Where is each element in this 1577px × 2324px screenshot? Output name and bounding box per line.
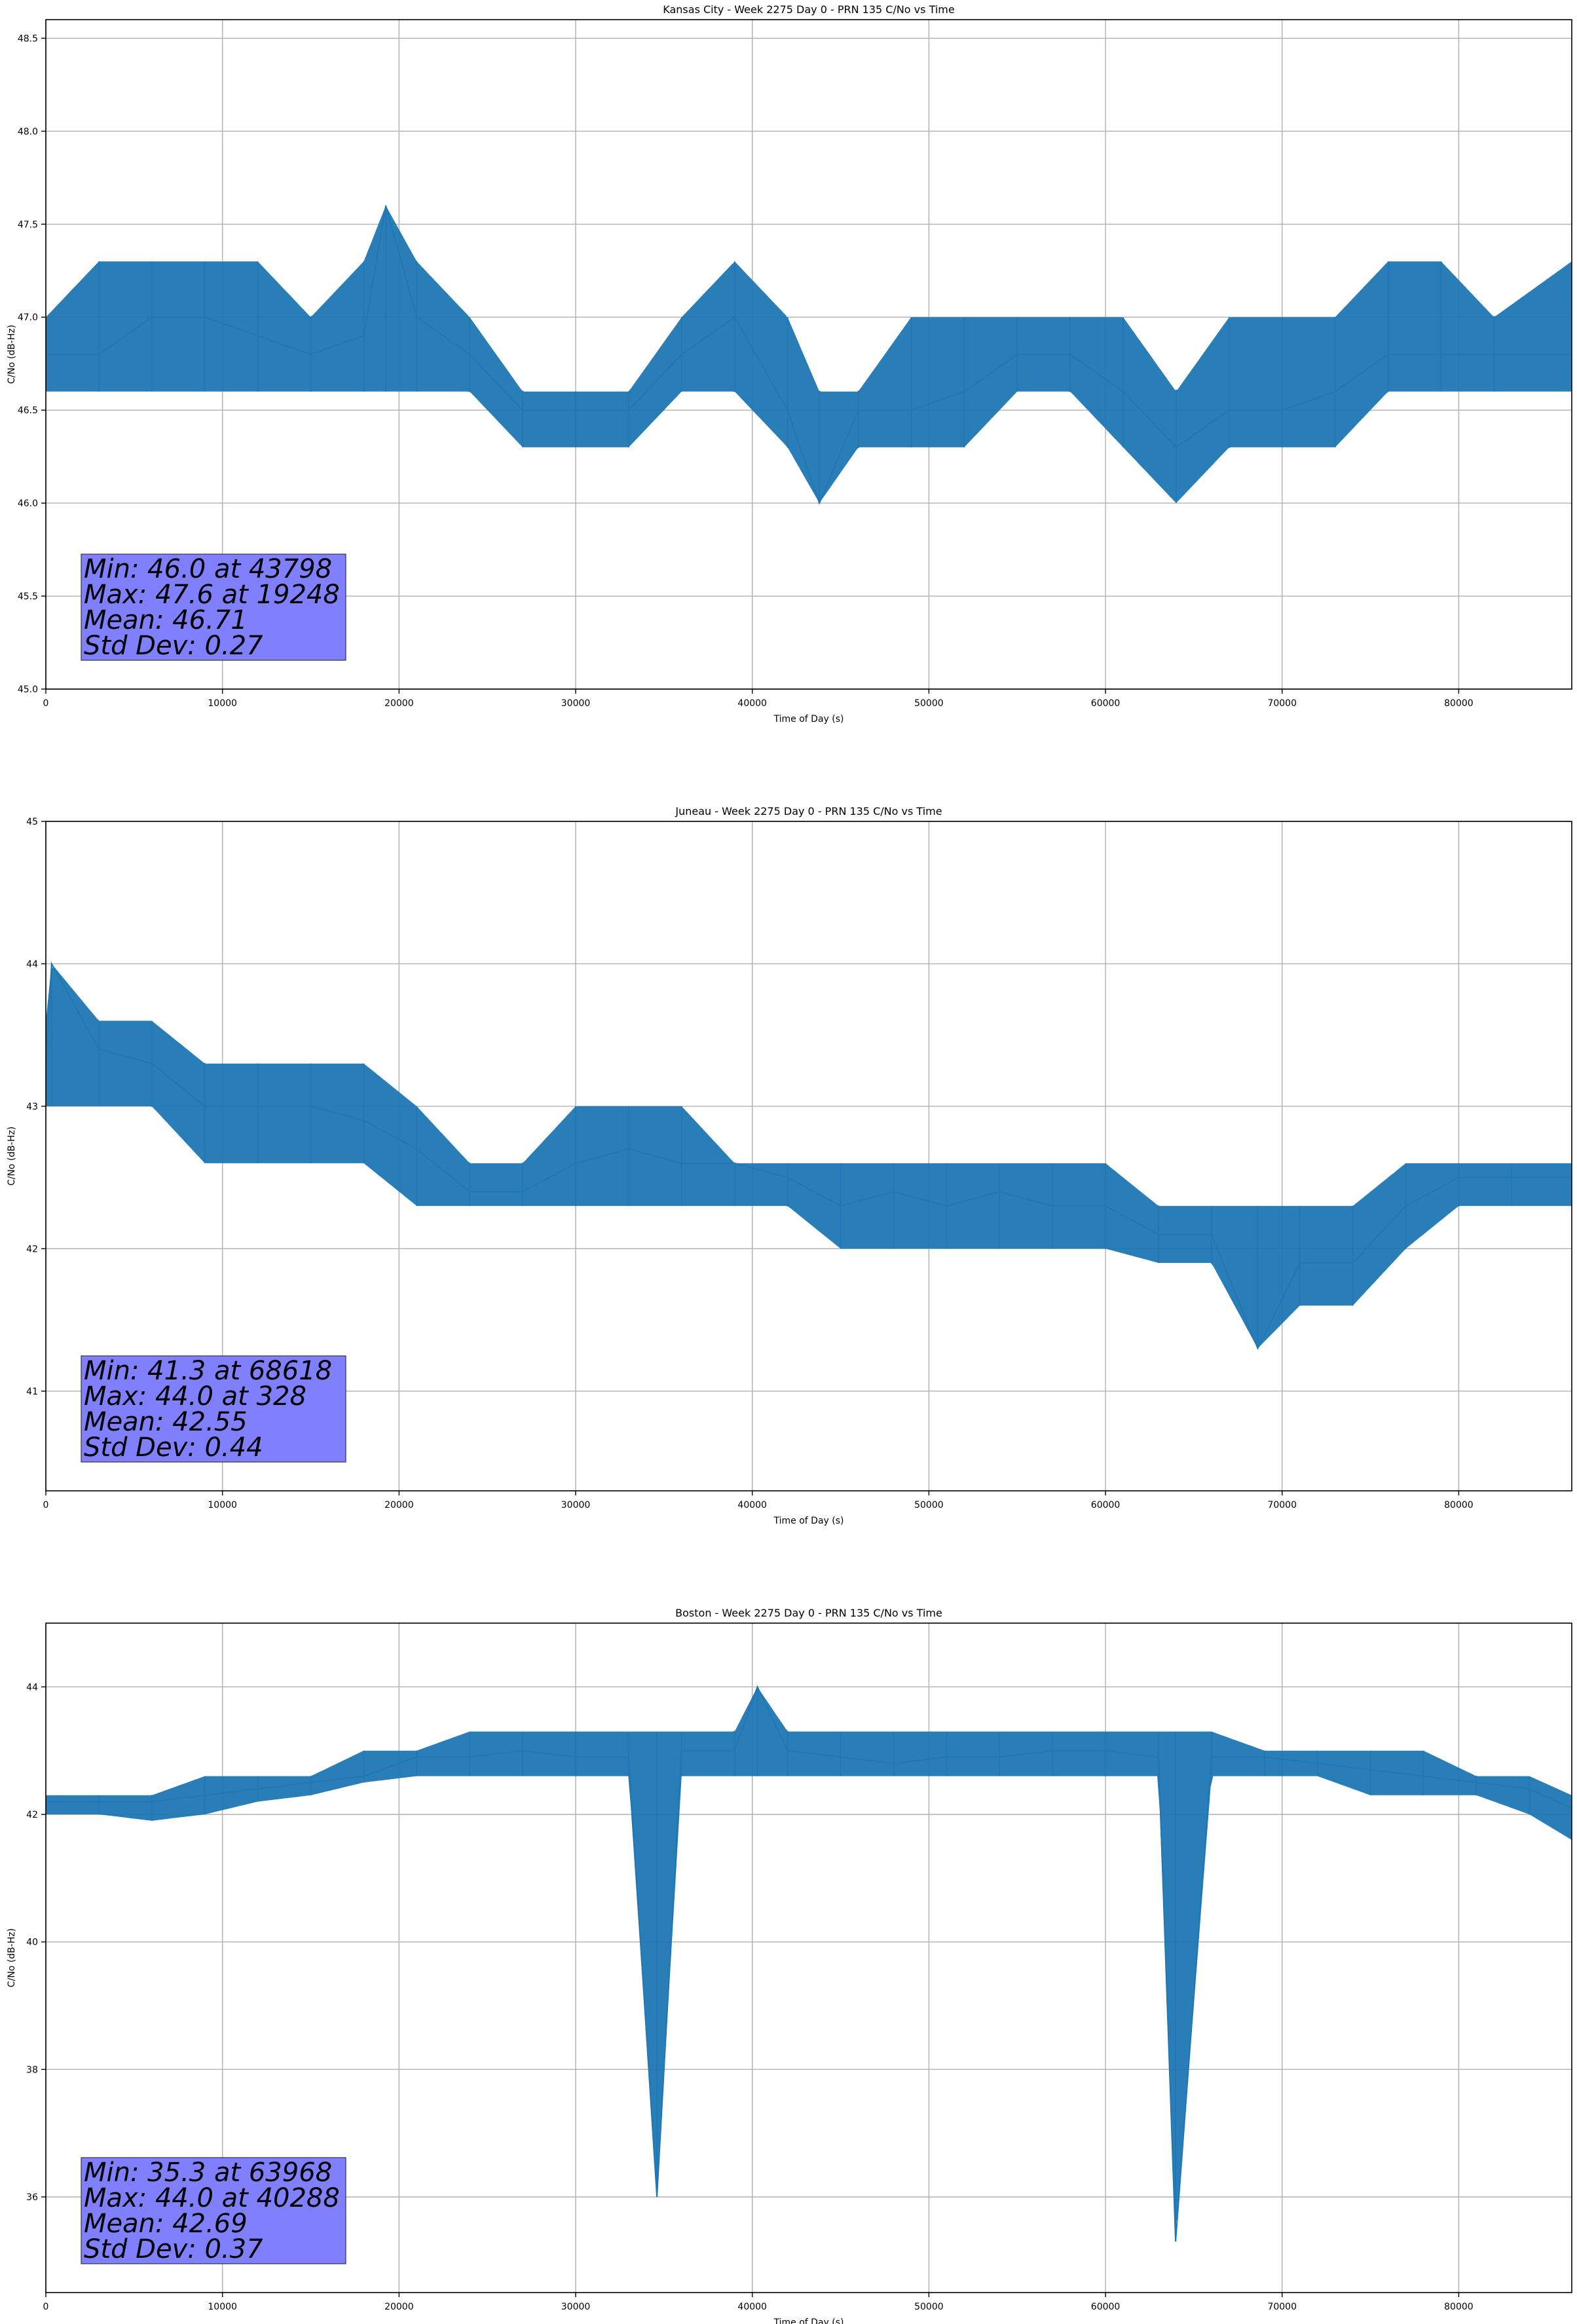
- x-tick-label: 60000: [1091, 1500, 1121, 1510]
- stats-box: [81, 1355, 346, 1463]
- x-tick-label: 80000: [1444, 1500, 1474, 1510]
- x-tick-label: 70000: [1267, 698, 1297, 709]
- x-tick-label: 10000: [208, 698, 237, 709]
- y-tick-label: 47.0: [18, 312, 38, 323]
- stats-line: Min: 41.3 at 68618: [84, 1356, 332, 1386]
- x-axis-label: Time of Day (s): [773, 2317, 844, 2324]
- y-tick-label: 45.5: [18, 591, 38, 602]
- chart-0: 0 10000 20000 30000 40000 50000 60000 70000 8000…: [7, 3, 1572, 724]
- stats-line: Min: 46.0 at 43798: [84, 554, 332, 584]
- chart-1: 0 10000 20000 30000 40000 50000 60000 70000 8000…: [7, 805, 1572, 1526]
- x-axis-label: Time of Day (s): [773, 714, 844, 724]
- y-axis-label: C/No (dB-Hz): [7, 325, 17, 384]
- y-tick-label: 38: [26, 2065, 38, 2075]
- x-tick-label: 50000: [914, 698, 944, 709]
- series-group: [46, 205, 1572, 505]
- x-tick-label: 10000: [208, 1500, 237, 1510]
- chart-title: Juneau - Week 2275 Day 0 - PRN 135 C/No …: [675, 805, 942, 817]
- y-tick-label: 44: [26, 1682, 38, 1693]
- y-tick-label: 44: [26, 959, 38, 969]
- y-tick-label: 48.5: [18, 33, 38, 44]
- stats-line: Min: 35.3 at 63968: [84, 2158, 332, 2188]
- x-tick-label: 60000: [1091, 2302, 1121, 2312]
- y-axis-label: C/No (dB-Hz): [7, 1928, 17, 1987]
- series-group: [46, 961, 1572, 1351]
- series-band: [46, 1687, 1572, 2226]
- x-tick-label: 70000: [1267, 1500, 1297, 1510]
- stats-line: Std Dev: 0.37: [84, 2234, 263, 2264]
- stats-line: Std Dev: 0.27: [84, 631, 263, 661]
- x-axis-label: Time of Day (s): [773, 1516, 844, 1526]
- x-tick-label: 30000: [561, 1500, 591, 1510]
- x-tick-label: 50000: [914, 2302, 944, 2312]
- stats-line: Mean: 46.71: [84, 605, 248, 635]
- y-tick-label: 43: [26, 1102, 38, 1112]
- x-tick-label: 40000: [737, 698, 767, 709]
- x-tick-label: 0: [43, 698, 49, 709]
- stats-line: Max: 44.0 at 328: [84, 1381, 306, 1412]
- x-tick-label: 70000: [1267, 2302, 1297, 2312]
- y-tick-label: 45: [26, 817, 38, 827]
- y-tick-label: 47.5: [18, 219, 38, 230]
- stats-line: Max: 47.6 at 19248: [84, 580, 340, 610]
- x-tick-label: 80000: [1444, 2302, 1474, 2312]
- series-band: [46, 207, 1572, 503]
- y-tick-label: 36: [26, 2192, 38, 2203]
- y-tick-label: 42: [26, 1244, 38, 1254]
- y-axis-label: C/No (dB-Hz): [7, 1127, 17, 1186]
- axes-frame: [45, 821, 1572, 1491]
- y-tick-label: 42: [26, 1810, 38, 1820]
- x-tick-label: 50000: [914, 1500, 944, 1510]
- x-tick-label: 0: [43, 2302, 49, 2312]
- y-tick-label: 40: [26, 1938, 38, 1948]
- x-tick-label: 30000: [561, 698, 591, 709]
- chart-title: Kansas City - Week 2275 Day 0 - PRN 135 …: [663, 3, 954, 16]
- series-band: [46, 965, 1572, 1347]
- x-tick-label: 10000: [208, 2302, 237, 2312]
- stats-line: Std Dev: 0.44: [84, 1433, 263, 1463]
- y-tick-label: 45.0: [18, 684, 38, 695]
- x-tick-label: 20000: [384, 2302, 414, 2312]
- y-tick-label: 46.0: [18, 498, 38, 509]
- x-tick-label: 30000: [561, 2302, 591, 2312]
- y-tick-label: 46.5: [18, 405, 38, 416]
- stats-box: [81, 553, 346, 661]
- series-group: [46, 1685, 1572, 2242]
- chart-title: Boston - Week 2275 Day 0 - PRN 135 C/No …: [675, 1607, 942, 1619]
- y-tick-label: 48.0: [18, 126, 38, 137]
- axes-frame: [45, 1622, 1572, 2293]
- x-tick-label: 80000: [1444, 698, 1474, 709]
- x-tick-label: 60000: [1091, 698, 1121, 709]
- stats-line: Mean: 42.55: [84, 1407, 248, 1437]
- x-tick-label: 40000: [737, 2302, 767, 2312]
- stats-line: Mean: 42.69: [84, 2209, 248, 2239]
- axes-frame: [45, 19, 1572, 690]
- stats-line: Max: 44.0 at 40288: [84, 2183, 340, 2213]
- x-tick-label: 40000: [737, 1500, 767, 1510]
- y-tick-label: 41: [26, 1387, 38, 1397]
- x-tick-label: 20000: [384, 1500, 414, 1510]
- stats-box: [81, 2157, 346, 2264]
- x-tick-label: 20000: [384, 698, 414, 709]
- chart-2: 0 10000 20000 30000 40000 50000 60000 70000 8000…: [7, 1607, 1572, 2324]
- x-tick-label: 0: [43, 1500, 49, 1510]
